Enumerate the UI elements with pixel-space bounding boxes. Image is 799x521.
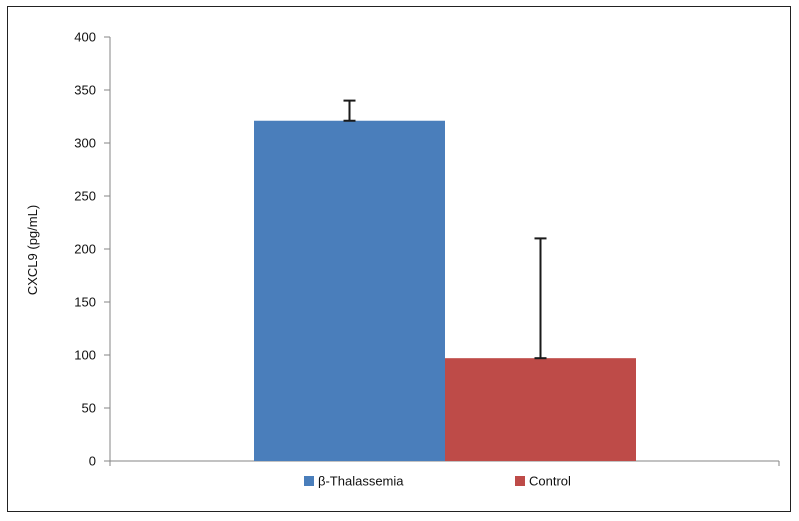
- y-tick-label-150: 150: [74, 295, 96, 310]
- y-tick-label-250: 250: [74, 189, 96, 204]
- y-tick-label-100: 100: [74, 348, 96, 363]
- y-tick-label-50: 50: [82, 401, 96, 416]
- legend-swatch-control: [515, 476, 525, 486]
- legend-label-beta-thalassemia: β-Thalassemia: [318, 474, 404, 489]
- y-tick-label-300: 300: [74, 136, 96, 151]
- legend-label-control: Control: [529, 474, 571, 489]
- plot-area: 0 50 100 150 200 250 300 350 400 β-Thalassemia Con…: [74, 30, 780, 489]
- legend-swatch-beta-thalassemia: [304, 476, 314, 486]
- y-axis-title: CXCL9 (pg/mL): [25, 205, 40, 295]
- y-tick-label-200: 200: [74, 242, 96, 257]
- y-tick-label-0: 0: [89, 454, 96, 469]
- y-tick-label-350: 350: [74, 83, 96, 98]
- bar-beta-thalassemia: [254, 120, 445, 462]
- y-tick-label-400: 400: [74, 30, 96, 45]
- bar-control: [445, 358, 636, 461]
